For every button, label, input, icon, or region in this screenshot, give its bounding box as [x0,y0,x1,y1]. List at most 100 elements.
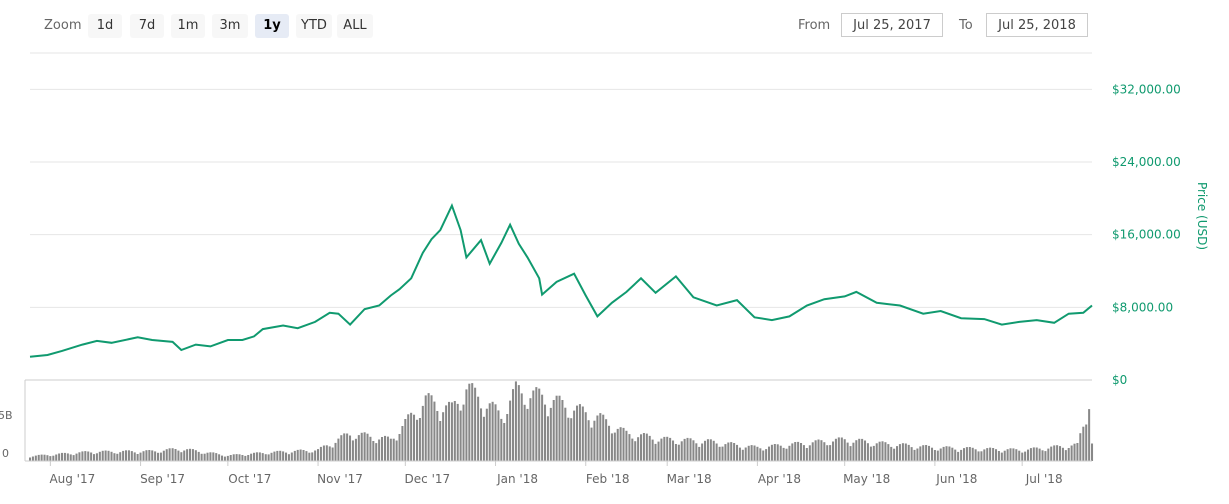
volume-bar [893,448,896,461]
volume-bar [506,414,509,461]
volume-bar [229,455,232,461]
volume-bar [680,441,683,461]
volume-bar [180,452,183,461]
range-from-input[interactable] [841,13,943,37]
volume-bar [1029,448,1032,461]
volume-bar [171,448,174,461]
volume-bar [942,446,945,461]
volume-bar [55,454,58,461]
zoom-1m-button[interactable]: 1m [171,14,205,38]
volume-bar [849,446,852,461]
volume-bar [468,383,471,461]
volume-bar [645,433,648,461]
volume-bar [360,432,363,461]
volume-bar [866,443,869,461]
volume-bar [151,450,154,461]
time-tick-label: Apr '18 [758,472,801,486]
volume-bar [855,440,858,461]
volume-bar [651,439,654,461]
price-tick-label: $0 [1112,373,1127,387]
volume-bar [1041,450,1044,461]
volume-bar [695,443,698,461]
range-to-input[interactable] [986,13,1088,37]
volume-bar [494,404,497,461]
volume-bar [640,434,643,461]
time-tick-label: Oct '17 [228,472,271,486]
volume-bar [232,454,235,461]
zoom-1d-button[interactable]: 1d [88,14,122,38]
volume-bar [395,440,398,461]
volume-bar [1050,446,1053,461]
volume-bar [785,448,788,461]
volume-bar [549,407,552,461]
volume-bar [189,448,192,461]
volume-bar [736,444,739,461]
volume-bar [541,394,544,461]
volume-bar [1027,449,1030,461]
volume-bar [738,447,741,461]
volume-bar [567,417,570,461]
zoom-1y-button[interactable]: 1y [255,14,289,38]
volume-bar [986,448,989,461]
volume-bar [791,443,794,461]
volume-bar [523,404,526,461]
zoom-label: Zoom [44,18,82,33]
volume-bar [427,393,430,461]
volume-bar [116,453,119,461]
volume-bar [666,436,669,461]
zoom-ytd-button[interactable]: YTD [296,14,332,38]
volume-bar [410,412,413,461]
volume-bar [314,450,317,461]
volume-bar [337,438,340,461]
price-axis-label: Price (USD) [1195,182,1209,250]
volume-bar [250,453,253,461]
volume-bar [869,446,872,461]
volume-bar [561,400,564,461]
volume-bar [186,449,189,461]
time-axis-ticks: Aug '17 Sep '17 Oct '17 Nov '17 Dec '17 Jan '… [49,461,1063,486]
volume-bar [814,440,817,461]
zoom-7d-button[interactable]: 7d [130,14,164,38]
volume-bar [471,383,474,461]
volume-bar [584,412,587,461]
volume-bar [482,416,485,461]
volume-bar [974,449,977,461]
volume-bar [98,451,101,461]
volume-bar [590,427,593,461]
volume-bar [747,445,750,461]
volume-bar [616,428,619,461]
volume-bar [407,414,410,461]
volume-bar [1067,448,1070,461]
volume-bar [960,449,963,461]
volume-bar [552,400,555,461]
volume-bar [765,449,768,461]
volume-bar [375,443,378,461]
volume-bar [619,427,622,461]
volume-bar [782,447,785,461]
volume-bar [538,388,541,461]
volume-bar [212,452,215,461]
volume-bar [162,450,165,461]
volume-bar [223,456,226,461]
volume-bar [366,433,369,461]
volume-bar [453,401,456,461]
volume-bar [800,443,803,461]
volume-bar [672,440,675,461]
volume-bar [49,456,52,461]
volume-bar [1021,452,1024,461]
volume-bar [727,442,730,461]
volume-bar [928,445,931,461]
zoom-3m-button[interactable]: 3m [212,14,248,38]
volume-bar [299,449,302,461]
zoom-all-button[interactable]: ALL [337,14,373,38]
volume-bar [424,395,427,461]
volume-bar [610,433,613,461]
volume-bar [346,433,349,461]
volume-bar [378,439,381,461]
volume-bar [261,453,264,461]
volume-bar [948,446,951,461]
volume-bar [90,452,93,461]
volume-bar [753,445,756,461]
volume-bar [951,447,954,461]
